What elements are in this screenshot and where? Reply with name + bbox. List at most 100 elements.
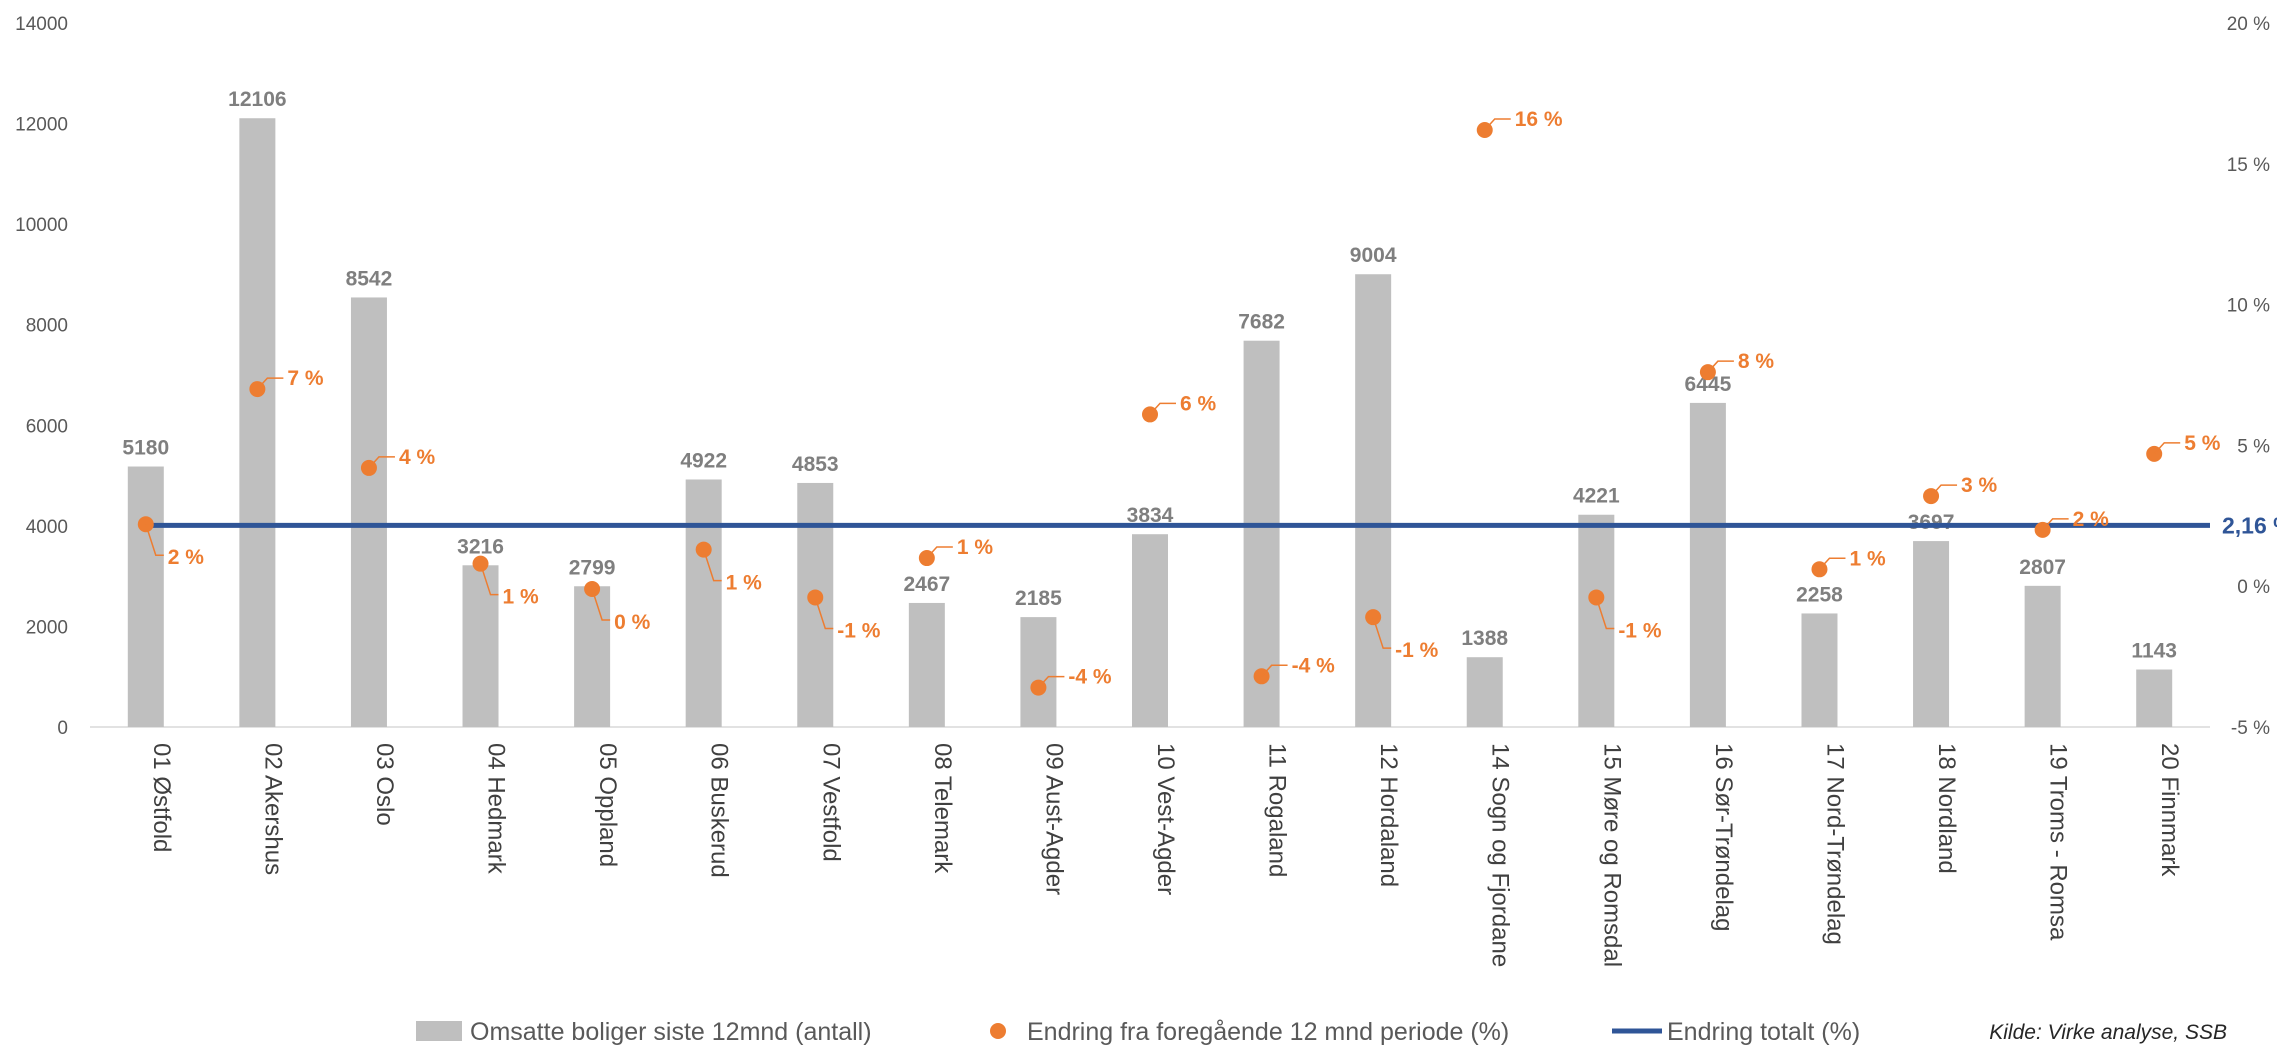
right-axis-tick-label: 10 % [2227,296,2270,317]
bar-value-label: 12106 [228,88,286,111]
bar-value-label: 4221 [1573,485,1620,508]
bar [1243,340,1280,727]
category-label: 04 Hedmark [483,743,510,875]
bar [1355,274,1392,727]
category-label: 01 Østfold [148,743,175,852]
change-point-label: 16 % [1515,108,1563,131]
point-leader-line [256,377,284,390]
bar-value-label: 3834 [1127,504,1174,527]
point-leader-line [1037,675,1065,689]
category-label: 08 Telemark [929,743,956,874]
change-point-label: 1 % [1849,547,1886,570]
category-label: 18 Nordland [1933,743,1960,874]
category-label: 17 Nord-Trøndelag [1821,743,1848,945]
bar [574,586,611,727]
bar [2136,669,2173,727]
category-label: 19 Troms - Romsa [2045,743,2072,941]
change-point-label: -4 % [1292,654,1336,677]
change-point-label: 2 % [168,546,205,569]
bar-value-label: 4922 [680,449,727,472]
right-axis-tick-label: 0 % [2237,577,2270,598]
change-point-label: 2 % [2073,508,2110,531]
point-leader-line [1595,597,1615,630]
category-label: 02 Akershus [259,743,286,875]
left-axis-tick-label: 14000 [15,14,68,35]
change-point-label: 4 % [399,446,436,469]
category-label: 14 Sogn og Fjordane [1487,743,1514,967]
bar-value-label: 8542 [346,267,393,290]
point-leader-line [1707,360,1734,373]
bar [685,479,722,727]
legend: Omsatte boliger siste 12mnd (antall) End… [416,1018,1860,1046]
bar-value-label: 2467 [903,573,950,596]
legend-line-label: Endring totalt (%) [1667,1018,1860,1046]
change-point-label: 1 % [503,586,540,609]
right-axis-tick-label: 20 % [2227,14,2270,35]
point-leader-line [368,456,395,469]
change-point-label: -1 % [1618,619,1662,642]
change-point-label: 3 % [1961,474,1998,497]
category-label: 12 Hordaland [1375,743,1402,887]
change-point-label: 7 % [287,367,324,390]
right-axis-tick-label: 15 % [2227,155,2270,176]
category-label: 05 Oppland [594,743,621,867]
point-leader-line [479,563,499,596]
point-leader-line [1261,664,1288,677]
category-label: 06 Buskerud [706,743,733,878]
change-point-label: -1 % [837,619,881,642]
bar-value-label: 4853 [792,453,839,476]
point-leader-line [591,588,611,621]
bar-value-label: 5180 [122,437,169,460]
right-axis-tick-label: 5 % [2237,436,2270,457]
change-point-label: 1 % [957,536,994,559]
bar-value-label: 1143 [2131,640,2177,663]
legend-bar-label: Omsatte boliger siste 12mnd (antall) [470,1018,872,1046]
bar [462,565,499,727]
point-leader-line [1818,557,1846,570]
bar [1689,402,1726,727]
left-axis-tick-label: 4000 [26,517,68,538]
point-leader-line [1484,118,1511,131]
left-axis-tick-label: 6000 [26,416,68,437]
right-axis-tick-label: -5 % [2231,718,2270,739]
point-leader-line [926,546,953,559]
bar [1801,613,1838,727]
change-point-label: -4 % [1068,666,1112,689]
left-axis-tick-label: 0 [57,718,68,739]
bar-value-label: 2258 [1796,583,1843,606]
left-axis-ticks: 0 2000 4000 6000 8000 10000 12000 14000 [15,14,68,739]
bar [908,602,945,727]
bar-value-label: 6445 [1685,373,1732,396]
point-leader-line [1930,484,1958,497]
bar-value-label: 2807 [2019,556,2066,579]
bar-value-label: 3216 [457,535,504,558]
legend-bar-swatch [416,1021,462,1041]
bar-value-label: 3697 [1908,511,1955,534]
category-label: 11 Rogaland [1264,743,1291,877]
bar-value-label: 2799 [569,556,616,579]
category-labels: 01 Østfold 02 Akershus 03 Oslo 04 Hedmark 05… [148,743,2183,967]
bar [1913,541,1950,727]
category-label: 20 Finnmark [2156,743,2183,877]
left-axis-tick-label: 12000 [15,115,68,136]
change-point-label: 8 % [1738,350,1775,373]
bar [1466,657,1503,727]
bar [1020,617,1057,727]
change-point-label: 5 % [2184,432,2221,455]
bar [350,297,387,727]
category-label: 15 Møre og Romsdal [1598,743,1625,967]
change-point-label: 0 % [614,611,651,634]
category-label: 09 Aust-Agder [1040,743,1067,895]
point-leader-line [1372,616,1392,649]
point-leader-line [2042,518,2069,531]
right-axis-ticks: -5 % 0 % 5 % 10 % 15 % 20 % [2227,14,2270,739]
legend-point-label: Endring fra foregående 12 mnd periode (%… [1027,1018,1509,1046]
bar [1578,514,1615,727]
bar [239,118,276,727]
change-point-label: 6 % [1180,392,1217,415]
bar [1132,534,1168,727]
left-axis-tick-label: 2000 [26,617,68,638]
left-axis-tick-label: 10000 [15,215,68,236]
